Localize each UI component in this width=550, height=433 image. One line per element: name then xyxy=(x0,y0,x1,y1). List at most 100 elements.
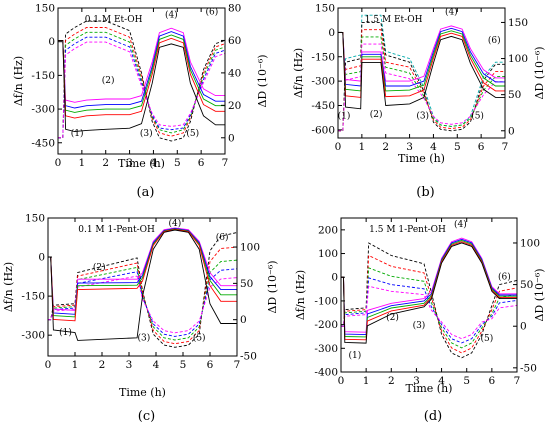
y-left-axis-label: Δf/n (Hz) xyxy=(2,262,15,312)
x-tick-label: 3 xyxy=(406,141,413,153)
x-tick-label: 4 xyxy=(153,359,160,371)
frequency-series-line-1 xyxy=(48,227,237,311)
x-tick-label: 5 xyxy=(463,375,470,387)
y-left-tick-label: 100 xyxy=(318,248,338,260)
y-left-tick-label: -200 xyxy=(314,319,338,331)
series-group xyxy=(58,20,225,142)
y-left-tick-label: -300 xyxy=(21,330,45,342)
frequency-series-line-4 xyxy=(48,229,237,322)
y-left-tick-label: -150 xyxy=(31,70,55,82)
y-left-tick-label: 0 xyxy=(328,27,335,39)
y-left-tick-label: -300 xyxy=(31,104,55,116)
x-tick-label: 7 xyxy=(502,141,509,153)
condition-annotation: 0.1 M 1-Pent-OH xyxy=(78,225,155,235)
frequency-series-line-4 xyxy=(338,31,505,98)
y-right-tick-label: 0 xyxy=(520,321,527,333)
region-label: (3) xyxy=(137,332,150,343)
y-right-tick-label: 20 xyxy=(228,100,241,112)
x-tick-label: 2 xyxy=(99,359,106,371)
plot-frame xyxy=(57,7,226,155)
region-label: (2) xyxy=(386,312,399,323)
dissipation-series-line-4 xyxy=(48,268,237,337)
y-right-axis-label: ΔD (10⁻⁶) xyxy=(266,260,279,313)
x-tick-label: 5 xyxy=(180,359,187,371)
y-right-tick-label: 40 xyxy=(228,67,241,79)
x-tick-label: 6 xyxy=(478,141,485,153)
dissipation-series-line-5 xyxy=(58,41,225,139)
y-right-tick-label: -50 xyxy=(520,362,537,374)
y-left-axis-label: Δf/n (Hz) xyxy=(292,48,305,98)
dissipation-series-line-5 xyxy=(341,285,517,340)
frequency-series-line-3 xyxy=(338,30,505,92)
region-label: (4) xyxy=(169,218,182,229)
plot-frame xyxy=(340,217,518,373)
region-label: (6) xyxy=(488,35,501,46)
y-left-tick-label: 150 xyxy=(25,213,45,225)
y-left-tick-label: 200 xyxy=(318,224,338,236)
frequency-series-line-5 xyxy=(338,31,505,110)
y-left-tick-label: 0 xyxy=(48,36,55,48)
y-left-tick-label: -400 xyxy=(314,367,338,379)
y-left-tick-label: -300 xyxy=(311,76,335,88)
y-left-tick-label: 150 xyxy=(315,3,335,15)
frequency-series-line-4 xyxy=(58,37,225,119)
x-tick-label: 2 xyxy=(382,141,389,153)
frequency-series-line-2 xyxy=(48,227,237,315)
frequency-series-line-2 xyxy=(58,31,225,109)
y-left-tick-label: -450 xyxy=(311,100,335,112)
chart-panel-d: 0 1 2 3 4 5 6 7 200 100 0 -100 -200 -300 -400 100 50 0 -50… xyxy=(294,217,546,424)
frequency-series-line-2 xyxy=(338,27,505,87)
panel-caption: (c) xyxy=(138,409,155,424)
condition-annotation: 1.5 M Et-OH xyxy=(365,15,423,25)
x-tick-label: 7 xyxy=(222,157,229,169)
y-left-tick-label: -100 xyxy=(314,295,338,307)
frequency-series-line-5 xyxy=(48,229,237,341)
y-right-axis-label: ΔD (10⁻⁶) xyxy=(256,54,269,107)
y-left-tick-label: -150 xyxy=(21,291,45,303)
chart-panel-a: 0 1 2 3 4 5 6 7 150 0 -150 -300 -450 80 60 40 20 0 Time (h… xyxy=(12,3,269,201)
y-left-tick-label: -450 xyxy=(31,137,55,149)
series-group xyxy=(338,14,505,132)
region-label: (6) xyxy=(498,272,511,283)
x-tick-label: 3 xyxy=(413,375,420,387)
region-label: (4) xyxy=(454,219,467,230)
dissipation-series-line-1 xyxy=(48,232,237,348)
y-right-tick-label: 0 xyxy=(228,132,235,144)
dissipation-series-line-3 xyxy=(341,267,517,349)
x-tick-label: 3 xyxy=(126,157,133,169)
region-label: (3) xyxy=(140,128,153,139)
region-label: (1) xyxy=(59,327,72,338)
chart-panel-b: 0 1 2 3 4 5 6 7 150 0 -150 -300 -450 -600 150 100 50 0 Tim… xyxy=(292,3,546,201)
condition-annotation: 0.1 M Et-OH xyxy=(85,15,143,25)
region-label: (1) xyxy=(71,128,84,139)
x-tick-label: 6 xyxy=(207,359,214,371)
region-label: (2) xyxy=(370,109,383,120)
x-tick-label: 4 xyxy=(438,375,445,387)
x-tick-label: 6 xyxy=(489,375,496,387)
x-tick-label: 7 xyxy=(234,359,241,371)
y-left-tick-label: -150 xyxy=(311,51,335,63)
x-axis-label: Time (h) xyxy=(398,152,445,165)
x-tick-label: 1 xyxy=(79,157,86,169)
series-group xyxy=(48,227,237,348)
y-left-tick-label: 150 xyxy=(35,3,55,15)
x-tick-label: 4 xyxy=(150,157,157,169)
x-tick-label: 3 xyxy=(126,359,133,371)
y-left-tick-label: 0 xyxy=(331,272,338,284)
x-tick-label: 0 xyxy=(55,157,62,169)
plot-frame xyxy=(47,217,238,357)
series-group xyxy=(341,237,517,359)
chart-panel-c: 0 1 2 3 4 5 6 7 150 0 -150 -300 100 50 0 -50 Time (h) Δf/… xyxy=(2,213,279,425)
y-right-tick-label: 100 xyxy=(240,242,260,254)
panel-caption: (b) xyxy=(416,185,434,200)
x-tick-label: 4 xyxy=(430,141,437,153)
region-label: (6) xyxy=(206,6,219,17)
x-tick-label: 0 xyxy=(45,359,52,371)
y-right-tick-label: 100 xyxy=(508,53,528,65)
region-label: (4) xyxy=(165,9,178,20)
x-tick-label: 1 xyxy=(359,141,366,153)
y-right-tick-label: 60 xyxy=(228,35,241,47)
x-tick-label: 7 xyxy=(514,375,521,387)
frequency-series-line-3 xyxy=(58,34,225,113)
condition-annotation: 1.5 M 1-Pent-OH xyxy=(369,225,446,235)
